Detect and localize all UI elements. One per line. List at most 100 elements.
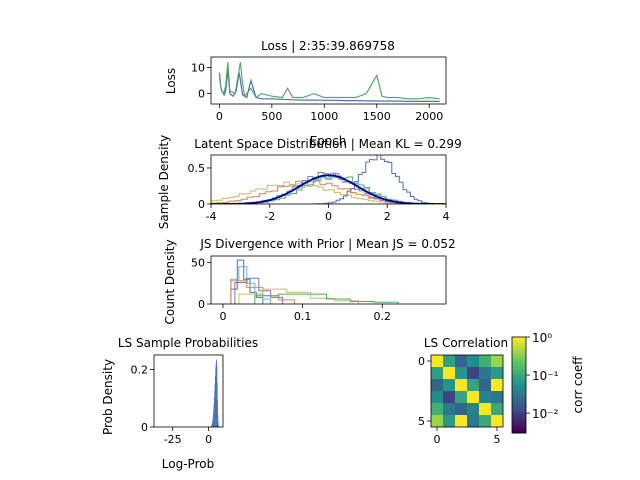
corr-heatmap-cell	[443, 355, 456, 368]
latent-xtick-label: -2	[264, 210, 275, 223]
logprob-hist-bar	[214, 382, 216, 427]
corr-heatmap-cell	[431, 403, 444, 416]
corr-colorbar-segment	[512, 397, 526, 400]
js-xtick-label: 0.1	[294, 310, 312, 323]
corr-colorbar-segment	[512, 365, 526, 368]
corr-colorbar-segment	[512, 379, 526, 382]
corr-heatmap-cell	[431, 415, 444, 428]
corr-colorbar-segment	[512, 339, 526, 342]
corr-colorbar-segment	[512, 393, 526, 396]
corr-colorbar-segment	[512, 421, 526, 424]
logprob-hist-bar	[211, 424, 213, 427]
corr-colorbar-segment	[512, 359, 526, 362]
logprob-hist-bar	[212, 418, 214, 427]
corr-colorbar-segment	[512, 351, 526, 354]
corr-title: LS Correlation	[424, 336, 508, 350]
logprob-hist-bar	[215, 360, 217, 427]
corr-heatmap-cell	[491, 355, 504, 368]
latent-xtick-label: 4	[443, 210, 450, 223]
corr-colorbar-segment	[512, 349, 526, 352]
corr-colorbar-segment	[512, 353, 526, 356]
corr-colorbar-segment	[512, 411, 526, 414]
corr-colorbar-segment	[512, 373, 526, 376]
corr-heatmap-cell	[479, 367, 492, 380]
loss-frame	[210, 56, 447, 105]
logprob-xlabel: Log-Prob	[162, 457, 214, 471]
corr-heatmap-cell	[455, 355, 468, 368]
corr-colorbar-tick-label: 10⁻²	[532, 407, 559, 421]
corr-heatmap-cell	[467, 391, 480, 404]
latent-ytick-label: 0.5	[188, 162, 206, 175]
loss-xtick-label: 1000	[310, 110, 338, 123]
corr-colorbar-segment	[512, 387, 526, 390]
js-xtick-label: 0	[219, 310, 226, 323]
corr-colorbar-segment	[512, 341, 526, 344]
latent-ylabel: Sample Density	[157, 135, 171, 229]
corr-ytick-label: 0	[418, 355, 425, 368]
corr-colorbar-segment	[512, 403, 526, 406]
logprob-hist-bar	[214, 390, 215, 427]
corr-colorbar-segment	[512, 399, 526, 402]
corr-colorbar-segment	[512, 413, 526, 416]
logprob-ylabel: Prob Density	[101, 359, 115, 435]
corr-heatmap-cell	[455, 379, 468, 392]
corr-heatmap-cell	[491, 367, 504, 380]
corr-xtick-label: 5	[494, 433, 501, 446]
corr-colorbar-segment	[512, 357, 526, 360]
logprob-hist-bar	[213, 409, 214, 427]
js-frame	[210, 255, 447, 305]
corr-heatmap-cell	[443, 415, 456, 428]
corr-heatmap-cell	[431, 355, 444, 368]
loss-xtick-label: 1500	[363, 110, 391, 123]
corr-frame	[430, 354, 504, 428]
corr-heatmap-cell	[431, 367, 444, 380]
js-ytick-label: 0	[198, 298, 205, 311]
js-hist-series-5	[254, 293, 399, 304]
corr-heatmap-cell	[479, 415, 492, 428]
corr-colorbar-segment	[512, 391, 526, 394]
logprob-hist-bar	[216, 365, 218, 427]
corr-colorbar-segment	[512, 345, 526, 348]
corr-colorbar-segment	[512, 377, 526, 380]
corr-heatmap-cell	[455, 391, 468, 404]
corr-colorbar-segment	[512, 415, 526, 418]
logprob-hist-bar	[212, 414, 214, 427]
corr-colorbar-segment	[512, 427, 526, 430]
logprob-hist-bar	[215, 369, 216, 427]
logprob-hist-bar	[210, 426, 212, 427]
logprob-hist-bar	[217, 401, 218, 427]
corr-colorbar-segment	[512, 417, 526, 420]
js-hist-series-1	[230, 266, 272, 304]
corr-colorbar-segment	[512, 425, 526, 428]
logprob-frame	[153, 354, 224, 428]
corr-heatmap-cell	[479, 403, 492, 416]
logprob-hist-bar	[213, 397, 215, 427]
latent-title: Latent Space Distribution | Mean KL = 0.…	[194, 137, 461, 151]
corr-heatmap-cell	[455, 415, 468, 428]
corr-colorbar-segment	[512, 423, 526, 426]
latent-frame	[210, 154, 447, 205]
logprob-xtick-label: 0	[205, 433, 212, 446]
corr-heatmap-cell	[467, 403, 480, 416]
latent-ytick-label: 0	[198, 198, 205, 211]
logprob-ytick-label: 0	[141, 421, 148, 434]
logprob-ytick-label: 0.2	[131, 363, 149, 376]
logprob-hist-bar	[211, 425, 212, 427]
corr-colorbar-tick-label: 10⁰	[532, 331, 552, 345]
corr-xtick-label: 0	[434, 433, 441, 446]
corr-colorbar-segment	[512, 389, 526, 392]
corr-colorbar-segment	[512, 401, 526, 404]
corr-colorbar-segment	[512, 367, 526, 370]
corr-colorbar-segment	[512, 395, 526, 398]
loss-xtick-label: 0	[216, 110, 223, 123]
latent-hist-series-0	[313, 155, 441, 204]
corr-colorbar-segment	[512, 419, 526, 422]
loss-series-line-1	[218, 62, 440, 100]
corr-colorbar-segment	[512, 363, 526, 366]
corr-heatmap-cell	[491, 415, 504, 428]
logprob-hist-bar	[217, 415, 219, 427]
corr-colorbar-segment	[512, 347, 526, 350]
logprob-hist-bar	[218, 422, 219, 427]
loss-ytick-label: 10	[191, 61, 205, 74]
